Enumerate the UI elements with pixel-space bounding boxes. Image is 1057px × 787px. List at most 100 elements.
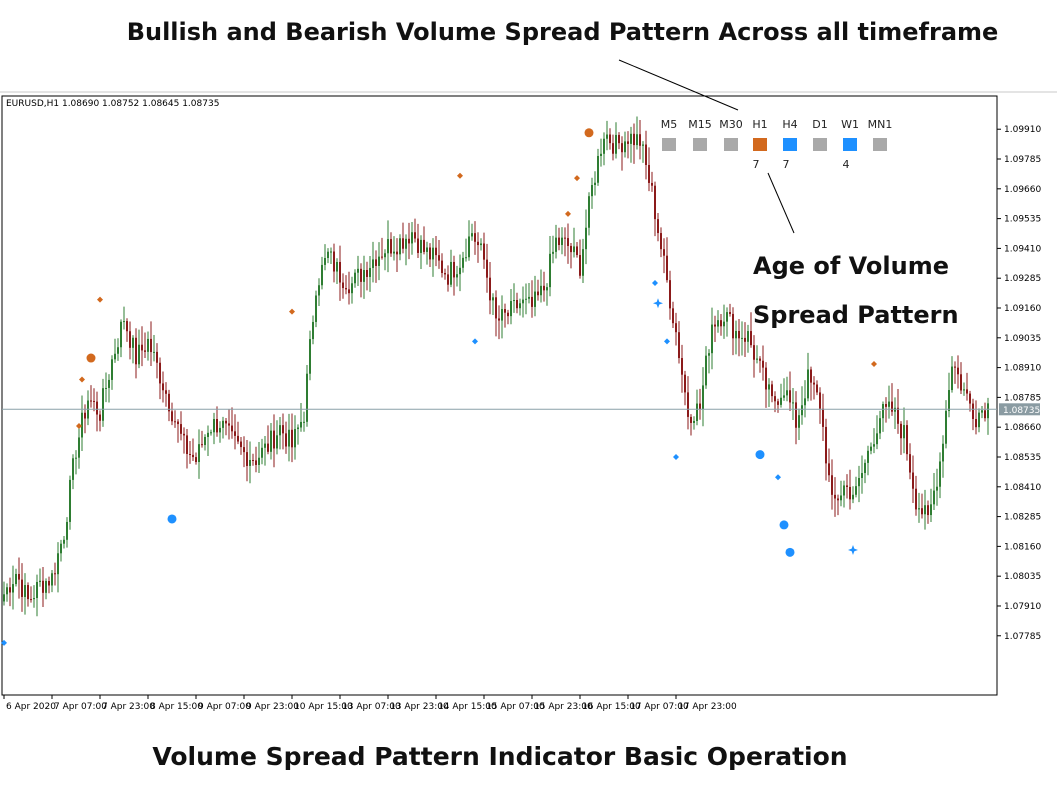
- candle-body: [378, 256, 380, 266]
- candle-body: [351, 283, 353, 294]
- timeframe-status-box: [813, 138, 827, 151]
- candle-body: [813, 382, 815, 385]
- candle-body: [99, 414, 101, 421]
- candle-body: [198, 444, 200, 463]
- candle-body: [195, 457, 197, 463]
- timeframe-age: 7: [783, 158, 790, 171]
- y-tick-label: 1.07785: [1004, 632, 1041, 642]
- candle-body: [876, 433, 878, 445]
- candle-body: [324, 257, 326, 265]
- candle-body: [309, 339, 311, 374]
- candle-body: [819, 392, 821, 409]
- bullish-signal-diamond: [673, 453, 679, 460]
- symbol-info: EURUSD,H1 1.08690 1.08752 1.08645 1.0873…: [6, 99, 219, 109]
- candle-body: [642, 144, 644, 146]
- candle-body: [768, 384, 770, 390]
- y-tick-label: 1.09910: [1004, 125, 1041, 135]
- x-tick-label: 7 Apr 07:00: [54, 702, 107, 712]
- candle-body: [390, 239, 392, 254]
- candle-body: [102, 388, 104, 421]
- candle-body: [159, 362, 161, 384]
- candle-body: [402, 238, 404, 249]
- candle-body: [561, 237, 563, 246]
- candle-body: [456, 274, 458, 278]
- x-tick-label: 9 Apr 07:00: [198, 702, 251, 712]
- candle-body: [252, 460, 254, 462]
- candle-body: [105, 387, 107, 389]
- candle-body: [15, 573, 17, 585]
- candle-body: [687, 392, 689, 417]
- candle-body: [882, 404, 884, 419]
- candle-body: [9, 587, 11, 593]
- bearish-signal-diamond: [574, 175, 580, 182]
- timeframe-label-h4: H4: [782, 118, 797, 131]
- candle-body: [843, 485, 845, 496]
- candle-body: [831, 475, 833, 495]
- candle-body: [942, 443, 944, 462]
- candle-body: [834, 494, 836, 499]
- x-tick-label: 15 Apr 07:00: [486, 702, 545, 712]
- timeframe-status-box: [662, 138, 676, 151]
- candle-body: [648, 164, 650, 183]
- candle-body: [537, 291, 539, 296]
- bullish-signal-diamond: [664, 338, 670, 345]
- candle-body: [3, 594, 5, 602]
- candle-body: [639, 134, 641, 146]
- candle-body: [153, 351, 155, 353]
- candle-body: [93, 400, 95, 402]
- candle-body: [852, 494, 854, 500]
- timeframe-status-box: [724, 138, 738, 151]
- candle-body: [81, 412, 83, 438]
- candle-body: [567, 238, 569, 246]
- candle-body: [468, 236, 470, 258]
- candle-body: [342, 282, 344, 289]
- candle-body: [774, 396, 776, 402]
- timeframe-panel: M5 M15 M30 H1 7 H4 7 D1 W1 4 MN1: [661, 118, 893, 171]
- candle-body: [117, 347, 119, 354]
- candle-body: [183, 433, 185, 436]
- candle-body: [627, 141, 629, 144]
- candle-body: [585, 227, 587, 250]
- candle-body: [459, 267, 461, 275]
- candle-body: [321, 264, 323, 286]
- candle-body: [645, 144, 647, 165]
- candle-body: [129, 331, 131, 348]
- bullish-signal-star: [848, 544, 858, 555]
- candle-body: [816, 384, 818, 393]
- candle-body: [591, 185, 593, 197]
- candle-body: [486, 259, 488, 278]
- candle-body: [285, 433, 287, 447]
- candle-body: [573, 246, 575, 253]
- candle-body: [315, 295, 317, 322]
- candle-body: [762, 360, 764, 368]
- bullish-pattern-dot: [779, 520, 789, 530]
- candle-body: [903, 425, 905, 439]
- bearish-signal-diamond: [871, 361, 877, 368]
- candle-body: [216, 419, 218, 433]
- candle-body: [693, 420, 695, 423]
- candle-body: [84, 412, 86, 419]
- candle-body: [177, 421, 179, 425]
- candle-body: [72, 458, 74, 480]
- candle-body: [69, 479, 71, 522]
- candle-body: [75, 457, 77, 459]
- candle-body: [399, 238, 401, 255]
- bullish-pattern-dot: [785, 547, 795, 557]
- candle-body: [279, 425, 281, 436]
- candle-body: [732, 313, 734, 339]
- candle-body: [291, 429, 293, 448]
- candle-body: [219, 427, 221, 433]
- candle-body: [360, 268, 362, 282]
- candle-body: [363, 269, 365, 282]
- candle-body: [528, 296, 530, 299]
- candle-body: [606, 134, 608, 139]
- candle-body: [504, 309, 506, 313]
- timeframe-status-box: [843, 138, 857, 151]
- candle-body: [663, 249, 665, 256]
- candle-body: [930, 504, 932, 516]
- chart-window-bg: [0, 88, 1057, 728]
- y-tick-label: 1.08660: [1004, 423, 1041, 433]
- candle-body: [327, 251, 329, 258]
- candle-body: [246, 452, 248, 466]
- candle-body: [618, 134, 620, 144]
